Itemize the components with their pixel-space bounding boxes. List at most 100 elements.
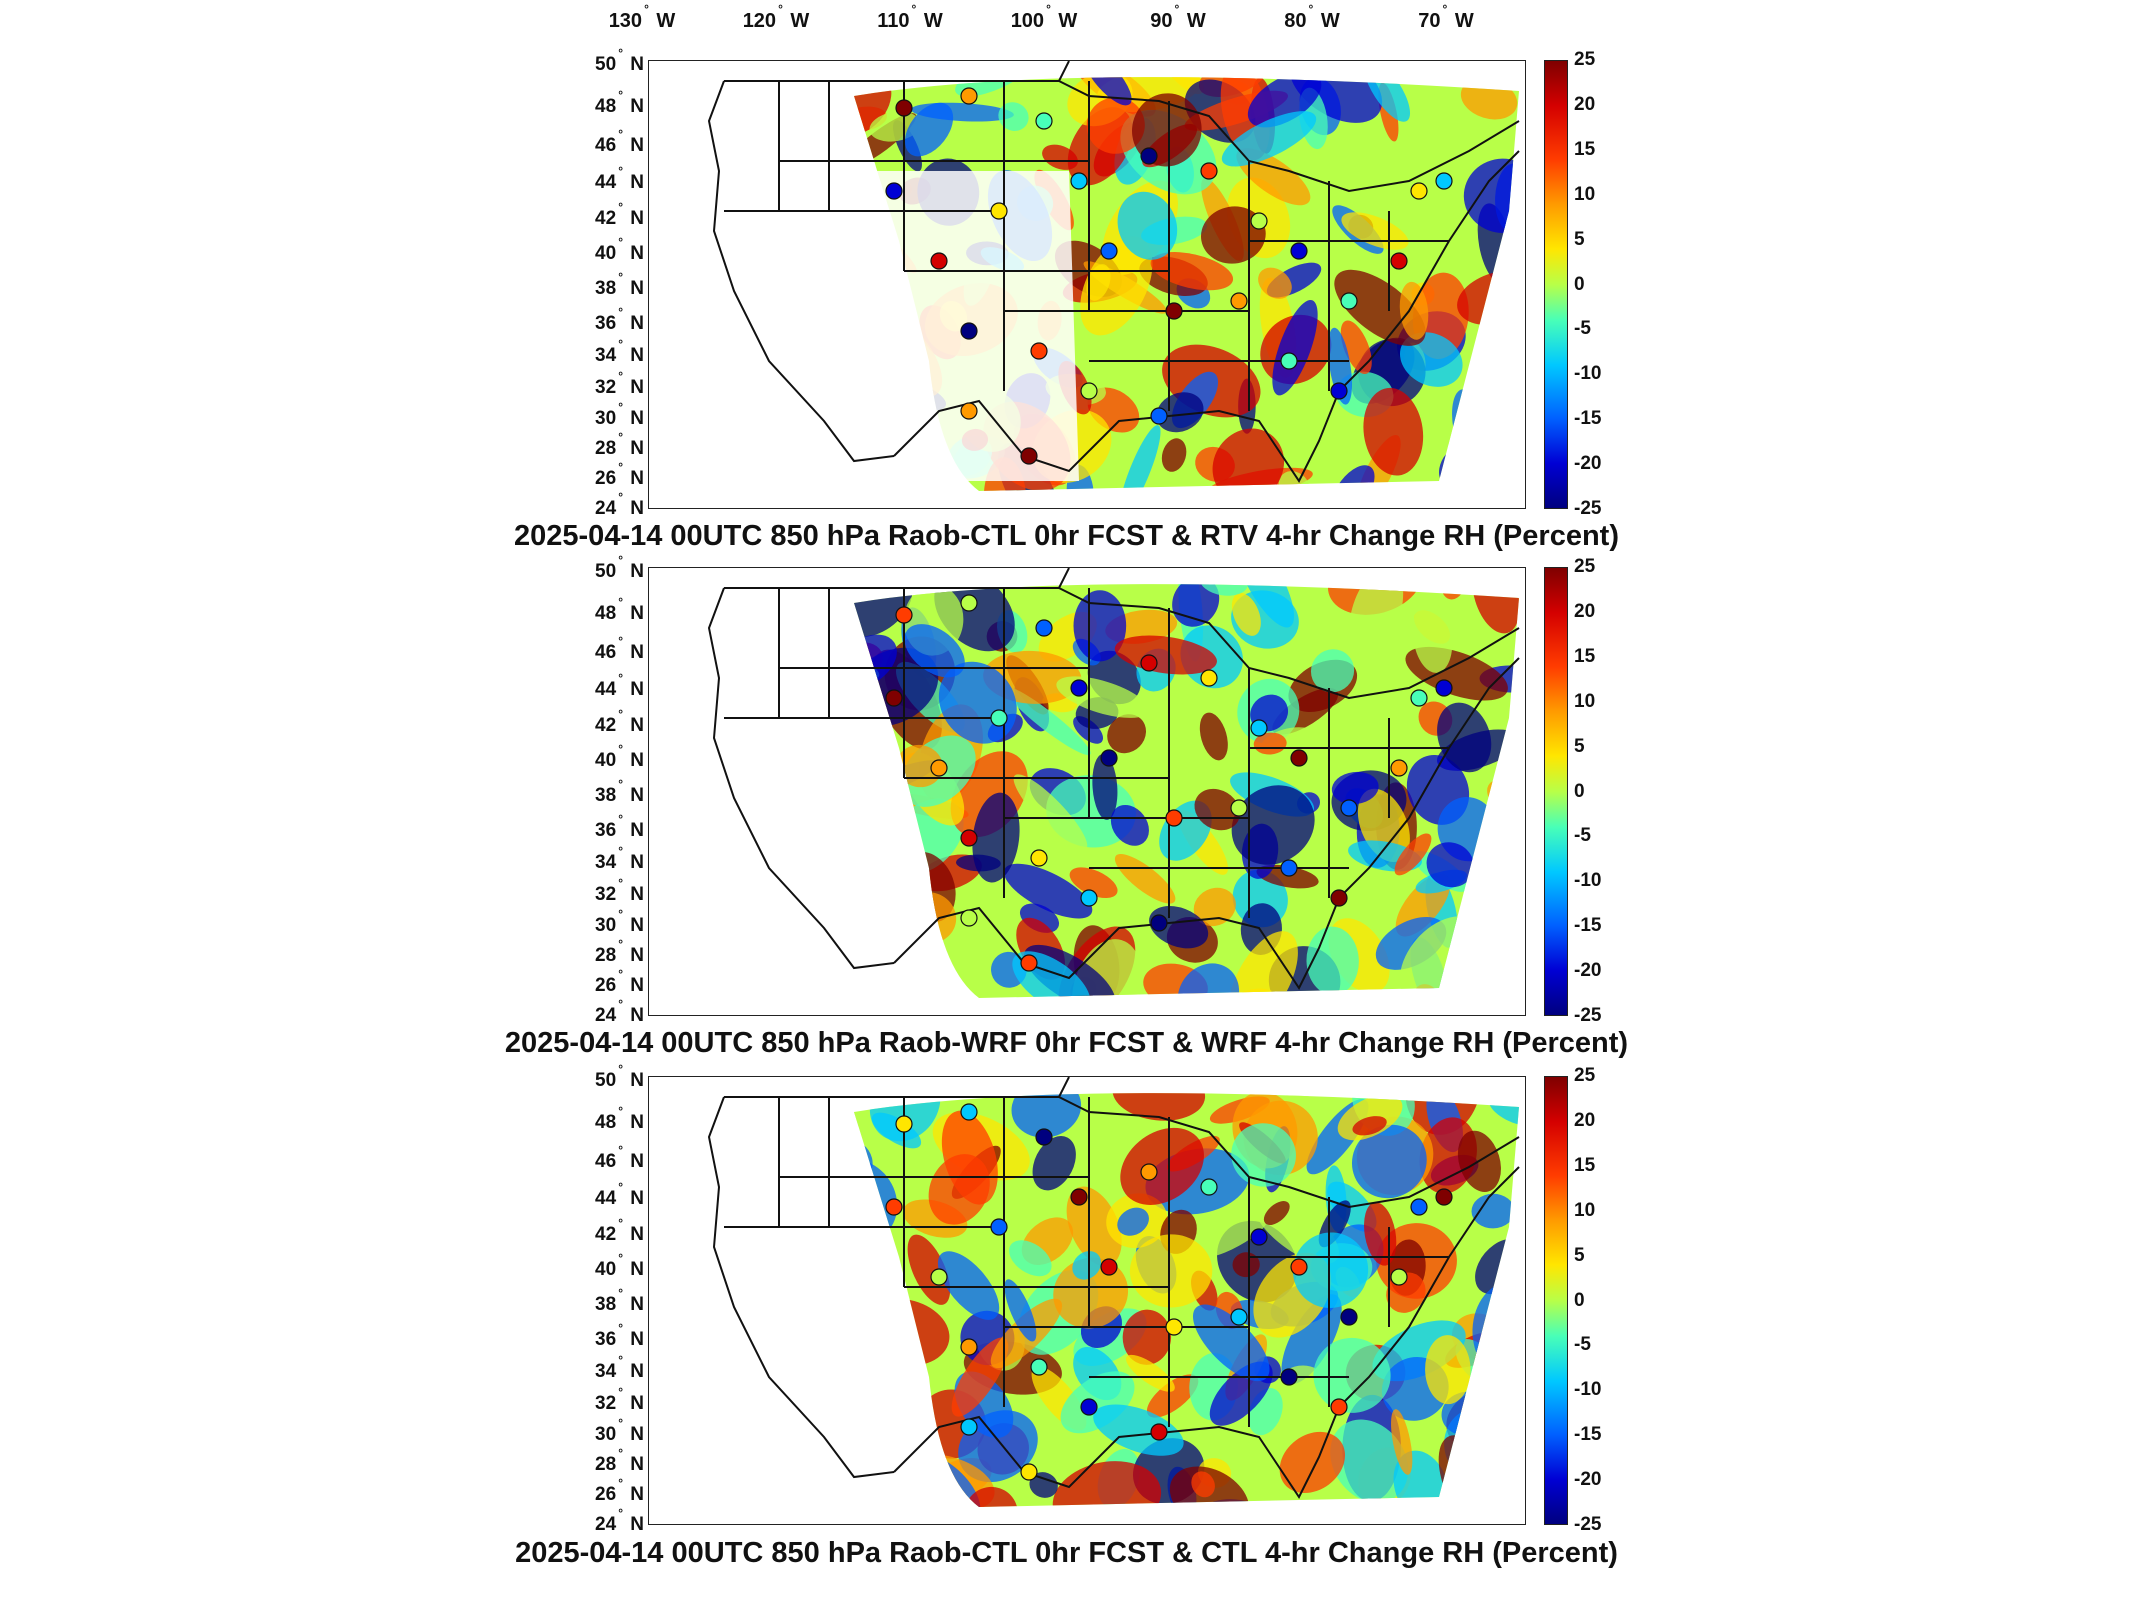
raob-station-marker xyxy=(885,1198,903,1216)
raob-station-marker xyxy=(1340,292,1358,310)
lat-label: 30° N xyxy=(595,399,644,430)
colorbar-tick-label: 0 xyxy=(1574,273,1585,295)
raob-station-marker xyxy=(1165,809,1183,827)
raob-station-marker xyxy=(1070,1188,1088,1206)
raob-station-marker xyxy=(1340,799,1358,817)
raob-station-marker xyxy=(960,909,978,927)
colorbar-tick-label: 10 xyxy=(1574,183,1596,205)
raob-station-marker xyxy=(1035,1128,1053,1146)
raob-station-marker xyxy=(1340,1308,1358,1326)
lat-label: 42° N xyxy=(595,1215,644,1246)
lat-label: 24° N xyxy=(595,489,644,520)
lat-label: 38° N xyxy=(595,776,644,807)
raob-station-marker xyxy=(1200,669,1218,687)
state-boundaries xyxy=(707,61,1520,483)
lat-label: 42° N xyxy=(595,199,644,230)
raob-station-marker xyxy=(1435,679,1453,697)
map-plot-area xyxy=(648,60,1526,509)
colorbar-tick-labels: 25 20 15 10 5 0 -5 -10 -15 -20 -25 xyxy=(1574,49,1634,519)
colorbar-tick-label: 10 xyxy=(1574,690,1596,712)
state-boundaries xyxy=(707,568,1520,990)
map-plot-area xyxy=(648,567,1526,1016)
raob-station-marker xyxy=(1100,749,1118,767)
raob-station-marker xyxy=(1165,1318,1183,1336)
raob-station-marker xyxy=(960,594,978,612)
lat-label: 32° N xyxy=(595,875,644,906)
raob-station-marker xyxy=(1165,302,1183,320)
lat-label: 46° N xyxy=(595,126,644,157)
colorbar-tick-label: 25 xyxy=(1574,556,1596,577)
raob-station-marker xyxy=(885,689,903,707)
raob-station-marker xyxy=(1390,252,1408,270)
raob-station-marker xyxy=(1070,679,1088,697)
rh-field xyxy=(854,77,1519,492)
raob-station-marker xyxy=(1020,1463,1038,1481)
raob-station-marker xyxy=(1140,654,1158,672)
lon-label: 130° W xyxy=(608,2,676,32)
map-svg xyxy=(707,568,1520,999)
panel-title: 2025-04-14 00UTC 850 hPa Raob-CTL 0hr FC… xyxy=(514,520,1619,552)
raob-station-marker xyxy=(1330,1398,1348,1416)
lat-label: 48° N xyxy=(595,594,644,625)
lat-label: 26° N xyxy=(595,1475,644,1506)
raob-station-marker xyxy=(1390,759,1408,777)
lat-label: 38° N xyxy=(595,1285,644,1316)
lat-label: 26° N xyxy=(595,459,644,490)
lat-label: 42° N xyxy=(595,706,644,737)
raob-station-marker xyxy=(1030,849,1048,867)
lat-label: 32° N xyxy=(595,1384,644,1415)
raob-station-marker xyxy=(990,202,1008,220)
colorbar-tick-labels: 25 20 15 10 5 0 -5 -10 -15 -20 -25 xyxy=(1574,1065,1634,1535)
raob-station-marker xyxy=(1230,1308,1248,1326)
rh-field xyxy=(854,1093,1519,1508)
raob-station-marker xyxy=(1080,382,1098,400)
colorbar-tick-labels: 25 20 15 10 5 0 -5 -10 -15 -20 -25 xyxy=(1574,556,1634,1026)
lat-label: 48° N xyxy=(595,1103,644,1134)
raob-station-marker xyxy=(960,1103,978,1121)
raob-station-marker xyxy=(1035,619,1053,637)
lat-label: 34° N xyxy=(595,336,644,367)
panel-title: 2025-04-14 00UTC 850 hPa Raob-WRF 0hr FC… xyxy=(504,1027,1629,1059)
raob-station-marker xyxy=(1330,382,1348,400)
lat-label: 28° N xyxy=(595,1445,644,1476)
colorbar-tick-label: -5 xyxy=(1574,318,1591,340)
lat-label: 46° N xyxy=(595,1142,644,1173)
lon-label: 80° W xyxy=(1284,2,1340,32)
colorbar xyxy=(1544,1076,1568,1525)
raob-station-marker xyxy=(960,829,978,847)
longitude-axis-labels: 130° W 120° W 110° W 100° W 90° W 80° W … xyxy=(0,2,2133,38)
colorbar-tick-label: -20 xyxy=(1574,960,1602,982)
lat-label: 44° N xyxy=(595,163,644,194)
raob-station-marker xyxy=(1230,292,1248,310)
raob-station-marker xyxy=(1150,914,1168,932)
colorbar xyxy=(1544,567,1568,1016)
raob-station-marker xyxy=(1020,954,1038,972)
colorbar-tick-label: -15 xyxy=(1574,915,1602,937)
lat-label: 30° N xyxy=(595,1415,644,1446)
lat-label: 24° N xyxy=(595,1505,644,1536)
raob-station-marker xyxy=(1080,1398,1098,1416)
lat-label: 32° N xyxy=(595,368,644,399)
colorbar-tick-label: -5 xyxy=(1574,1334,1591,1356)
raob-station-marker xyxy=(1435,1188,1453,1206)
colorbar-tick-label: -15 xyxy=(1574,408,1602,430)
raob-station-marker xyxy=(960,87,978,105)
raob-station-marker xyxy=(1330,889,1348,907)
colorbar-tick-label: -10 xyxy=(1574,870,1602,892)
raob-station-marker xyxy=(1140,1163,1158,1181)
colorbar-tick-label: 15 xyxy=(1574,645,1596,667)
raob-station-marker xyxy=(895,1115,913,1133)
lon-label: 70° W xyxy=(1418,2,1474,32)
lon-label: 110° W xyxy=(877,2,943,32)
map-svg xyxy=(707,61,1520,492)
raob-station-marker xyxy=(1410,1198,1428,1216)
lat-label: 36° N xyxy=(595,811,644,842)
colorbar-tick-label: -25 xyxy=(1574,498,1602,519)
lat-label: 36° N xyxy=(595,304,644,335)
state-boundaries xyxy=(707,1077,1520,1499)
lat-label: 24° N xyxy=(595,996,644,1027)
lon-label: 120° W xyxy=(742,2,810,32)
lat-label: 34° N xyxy=(595,1352,644,1383)
colorbar-tick-label: -25 xyxy=(1574,1514,1602,1535)
lat-label: 40° N xyxy=(595,741,644,772)
